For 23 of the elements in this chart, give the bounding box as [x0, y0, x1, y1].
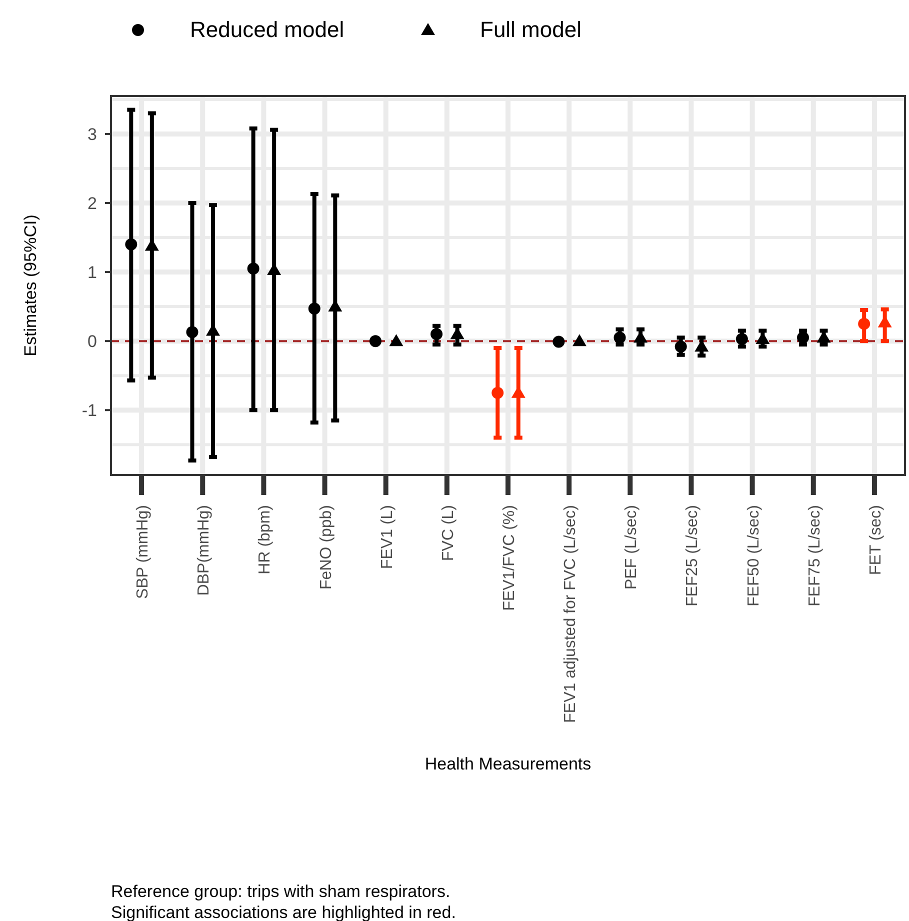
x-tick-label: FEF50 (L/sec)	[745, 505, 762, 606]
x-tick-label: FVC (L)	[440, 505, 457, 561]
x-tick-label: FET (sec)	[867, 505, 884, 575]
y-tick-label: -1	[82, 401, 97, 420]
y-tick-label: 1	[88, 262, 97, 282]
x-tick-label: FEV1/FVC (%)	[501, 505, 518, 611]
x-tick-label: FeNO (ppb)	[318, 505, 335, 590]
x-tick-label: HR (bpm)	[256, 505, 274, 574]
y-tick-label: 3	[88, 124, 97, 144]
legend-label: Full model	[480, 17, 582, 42]
x-tick-label: SBP (mmHg)	[134, 505, 152, 599]
y-tick-label: 0	[88, 332, 97, 352]
x-tick-label: FEV1 (L)	[378, 505, 396, 570]
x-tick-label: DBP(mmHg)	[196, 505, 213, 596]
text: Reference group: trips with sham respirators.	[111, 882, 450, 901]
x-tick-label: FEF75 (L/sec)	[806, 505, 824, 606]
y-tick-label: 2	[88, 194, 97, 213]
x-axis-title: Health Measurements	[424, 754, 592, 774]
x-tick-label: FEV1 adjusted for FVC (L/sec)	[562, 505, 580, 723]
x-tick-label: FEF25 (L/sec)	[684, 505, 702, 606]
x-tick-label: PEF (L/sec)	[623, 505, 640, 590]
legend-label: Reduced model	[190, 17, 344, 42]
y-axis-title: Estimates (95%CI)	[21, 214, 40, 356]
